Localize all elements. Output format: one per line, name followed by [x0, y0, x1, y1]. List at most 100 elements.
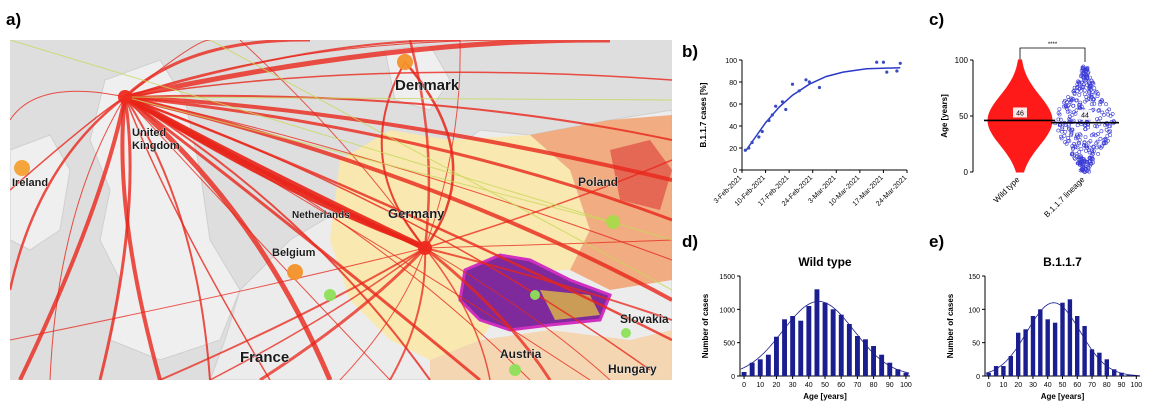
data-point-b117	[1071, 103, 1076, 108]
histogram-bar	[838, 314, 844, 376]
histogram-bar	[798, 320, 804, 376]
slovakia-node	[621, 328, 631, 338]
panel-label-d: d)	[682, 232, 699, 251]
data-point	[743, 148, 747, 152]
x-tick-label: 60	[837, 382, 845, 389]
data-point-b117	[1099, 98, 1104, 102]
data-point	[767, 118, 771, 123]
data-point-b117	[1104, 127, 1109, 132]
y-tick-label: 40	[729, 124, 737, 131]
route-line	[124, 95, 672, 222]
histogram-bar	[765, 354, 771, 376]
transmission-map: United Kingdom Ireland Denmark Netherlands Ge…	[10, 40, 672, 380]
data-point-b117	[1088, 94, 1093, 99]
map-labels: United Kingdom Ireland Denmark Netherlands Ge…	[12, 77, 670, 377]
route-line	[124, 71, 672, 98]
histogram-bar	[1112, 369, 1117, 376]
histogram-bar	[1030, 316, 1036, 376]
data-point-b117	[1075, 154, 1080, 159]
route-line	[124, 95, 672, 342]
panel-label-a: a)	[6, 10, 22, 29]
chart-c-age-distribution: 0 50 100 Age [years] **** 46 Wild type 44 B.1.1.…	[940, 42, 1119, 219]
x-tick-label: 100	[1130, 382, 1142, 389]
route-line	[389, 247, 427, 380]
data-point-b117	[1091, 144, 1096, 149]
data-point-b117	[1085, 73, 1090, 78]
map-label-austria: Austria	[500, 347, 542, 361]
data-point-b117	[1086, 79, 1091, 84]
x-tick-label: 0	[742, 382, 746, 389]
x-tick-label: 10	[1000, 382, 1008, 389]
data-point-b117	[1098, 145, 1103, 150]
y-axis-label: Age [years]	[940, 94, 949, 138]
route-line	[10, 96, 126, 291]
data-point-b117	[1067, 139, 1072, 143]
data-point-b117	[1065, 104, 1070, 109]
route-line	[120, 96, 162, 380]
data-point-b117	[1063, 140, 1068, 145]
data-point-b117	[1090, 102, 1094, 107]
data-point-b117	[1091, 97, 1096, 102]
data-point-b117	[1066, 125, 1071, 130]
route-line	[18, 96, 127, 380]
data-point-b117	[1106, 129, 1111, 134]
route-line	[124, 96, 431, 380]
y-tick-label: 60	[729, 102, 737, 109]
chart-title: Wild type	[798, 255, 852, 269]
category-label: B.1.1.7 lineage	[1042, 175, 1086, 219]
route-line	[380, 61, 426, 249]
data-point-b117	[1106, 124, 1111, 129]
data-point-b117	[1075, 123, 1080, 128]
data-point-b117	[1091, 107, 1096, 112]
data-point-b117	[1105, 109, 1110, 114]
data-point-b117	[1069, 96, 1074, 101]
data-point-b117	[1086, 97, 1091, 101]
histogram-bar	[1089, 349, 1095, 376]
histogram-bar	[855, 336, 860, 376]
data-point-b117	[1057, 112, 1062, 117]
x-tick-label: 30	[1029, 382, 1037, 389]
histogram-bar	[1016, 332, 1021, 376]
route-line	[124, 95, 481, 380]
map-label-belgium: Belgium	[272, 247, 316, 259]
x-tick-label: 40	[1044, 382, 1052, 389]
x-tick-label: 60	[1073, 382, 1081, 389]
panel-label-e: e)	[929, 232, 945, 251]
gaussian-fit	[740, 300, 910, 374]
y-tick-label: 80	[729, 80, 737, 87]
data-point-b117	[1067, 114, 1072, 119]
data-point-b117	[1081, 66, 1086, 71]
x-tick-label: 30	[789, 382, 797, 389]
data-point-b117	[1087, 150, 1092, 155]
data-point-b117	[1067, 109, 1072, 114]
route-line	[424, 40, 461, 249]
x-tick-label: 70	[853, 382, 861, 389]
route-line	[10, 90, 126, 121]
data-point-b117	[1084, 98, 1089, 102]
austria-node	[509, 364, 521, 376]
panel-label-b: b)	[682, 42, 699, 61]
belgium-node	[287, 264, 303, 280]
route-line	[124, 40, 610, 100]
histogram-bar	[741, 372, 747, 376]
data-point-b117	[1073, 145, 1078, 149]
data-point-b117	[1084, 161, 1089, 166]
data-point-b117	[1084, 144, 1089, 149]
data-point-b117	[1060, 125, 1065, 130]
map-label-poland: Poland	[578, 175, 618, 189]
y-axis-label: B.1.1.7 cases [%]	[699, 82, 708, 147]
route-line	[124, 40, 211, 98]
data-point-b117	[1082, 143, 1087, 148]
data-point-b117	[1100, 110, 1105, 115]
data-point-b117	[1092, 86, 1097, 91]
route-line	[10, 247, 426, 341]
route-line	[404, 61, 455, 249]
y-tick-label: 20	[729, 146, 737, 153]
histogram-bar	[1104, 359, 1109, 376]
data-point-b117	[1088, 139, 1093, 144]
map-label-france: France	[240, 349, 289, 366]
data-point	[780, 100, 785, 104]
histogram-bar	[782, 319, 787, 376]
chart-title: B.1.1.7	[1043, 255, 1082, 269]
data-point-b117	[1108, 133, 1113, 138]
